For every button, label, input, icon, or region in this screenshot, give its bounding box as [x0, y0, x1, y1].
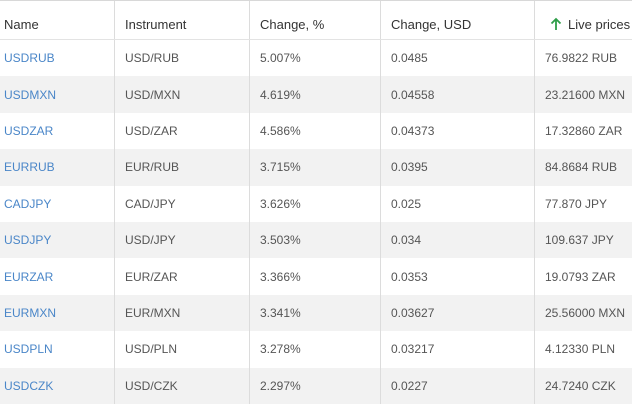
table-cell: USD/JPY [114, 222, 249, 259]
table-row: EURZAR EUR/ZAR 3.366% 0.0353 19.0793 ZAR [0, 258, 632, 295]
instrument-link[interactable]: USDZAR [4, 123, 54, 138]
header-row: Name Instrument Change, % Change, USD Live p… [0, 1, 632, 40]
table-cell: 0.0227 [380, 367, 534, 404]
table-row: USDZAR USD/ZAR 4.586% 0.04373 17.32860 ZAR [0, 112, 632, 150]
header-text: Change, % [260, 16, 325, 32]
column-header: Instrument [114, 1, 249, 39]
instrument-link[interactable]: USDCZK [4, 378, 54, 393]
column-header: Change, USD [380, 1, 534, 39]
table-cell: USD/ZAR [114, 112, 249, 150]
table-cell: 2.297% [249, 367, 380, 404]
table-cell: 19.0793 ZAR [534, 258, 632, 295]
table-cell: 3.278% [249, 331, 380, 368]
table-row: USDJPY USD/JPY 3.503% 0.034 109.637 JPY [0, 222, 632, 259]
instrument-link[interactable]: EURMXN [4, 305, 57, 320]
table-row: USDPLN USD/PLN 3.278% 0.03217 4.12330 PLN [0, 331, 632, 368]
table-cell: CAD/JPY [114, 185, 249, 222]
header-text: Name [4, 16, 39, 32]
column-header: Change, % [249, 1, 380, 39]
table-cell: 0.03217 [380, 331, 534, 368]
up-arrow-icon [550, 17, 562, 30]
instrument-link[interactable]: USDRUB [4, 51, 55, 66]
table-row: USDMXN USD/MXN 4.619% 0.04558 23.21600 MXN [0, 76, 632, 113]
instrument-link[interactable]: USDJPY [4, 233, 52, 248]
instrument-link[interactable]: EURRUB [4, 160, 55, 175]
column-header: Live prices [534, 1, 632, 39]
table-cell: 4.586% [249, 112, 380, 150]
table-cell: 0.03627 [380, 294, 534, 332]
table-cell: 3.366% [249, 258, 380, 295]
table-cell: 3.503% [249, 222, 380, 259]
table-cell: 4.619% [249, 76, 380, 113]
table-row: USDRUB USD/RUB 5.007% 0.0485 76.9822 RUB [0, 40, 632, 77]
table-cell: USD/PLN [114, 331, 249, 368]
table-cell: USD/CZK [114, 367, 249, 404]
table-cell: 0.04558 [380, 76, 534, 113]
table-cell: 3.341% [249, 294, 380, 332]
table-row: USDCZK USD/CZK 2.297% 0.0227 24.7240 CZK [0, 367, 632, 404]
table-cell: EUR/MXN [114, 294, 249, 332]
header-text: Change, USD [391, 16, 472, 32]
table-cell: EUR/ZAR [114, 258, 249, 295]
instrument-link[interactable]: CADJPY [4, 196, 52, 211]
table-cell: 0.0395 [380, 149, 534, 186]
table-cell: 3.715% [249, 149, 380, 186]
table-cell: 109.637 JPY [534, 222, 632, 259]
table-cell: 25.56000 MXN [534, 294, 632, 332]
table-cell: 0.0353 [380, 258, 534, 295]
table-row: EURMXN EUR/MXN 3.341% 0.03627 25.56000 MXN [0, 294, 632, 332]
table-cell: 77.870 JPY [534, 185, 632, 222]
table-cell: USD/RUB [114, 40, 249, 77]
header-text: Instrument [125, 16, 187, 32]
table-cell: 0.04373 [380, 112, 534, 150]
table-cell: 5.007% [249, 40, 380, 77]
table-row: CADJPY CAD/JPY 3.626% 0.025 77.870 JPY [0, 185, 632, 222]
header-text: Live prices [568, 16, 631, 32]
table-cell: USD/MXN [114, 76, 249, 113]
table-cell: 4.12330 PLN [534, 331, 632, 368]
instrument-link[interactable]: USDMXN [4, 87, 57, 102]
table-cell: EUR/RUB [114, 149, 249, 186]
table-cell: 76.9822 RUB [534, 40, 632, 77]
instrument-link[interactable]: EURZAR [4, 269, 54, 284]
table-cell: 0.0485 [380, 40, 534, 77]
table-cell: 24.7240 CZK [534, 367, 632, 404]
table-cell: 0.034 [380, 222, 534, 259]
table-cell: 17.32860 ZAR [534, 112, 632, 150]
table-cell: 23.21600 MXN [534, 76, 632, 113]
table-cell: 0.025 [380, 185, 534, 222]
table-row: EURRUB EUR/RUB 3.715% 0.0395 84.8684 RUB [0, 149, 632, 186]
table-cell: 3.626% [249, 185, 380, 222]
table-cell: 84.8684 RUB [534, 149, 632, 186]
instrument-link[interactable]: USDPLN [4, 342, 53, 357]
column-header: Name [0, 1, 114, 39]
